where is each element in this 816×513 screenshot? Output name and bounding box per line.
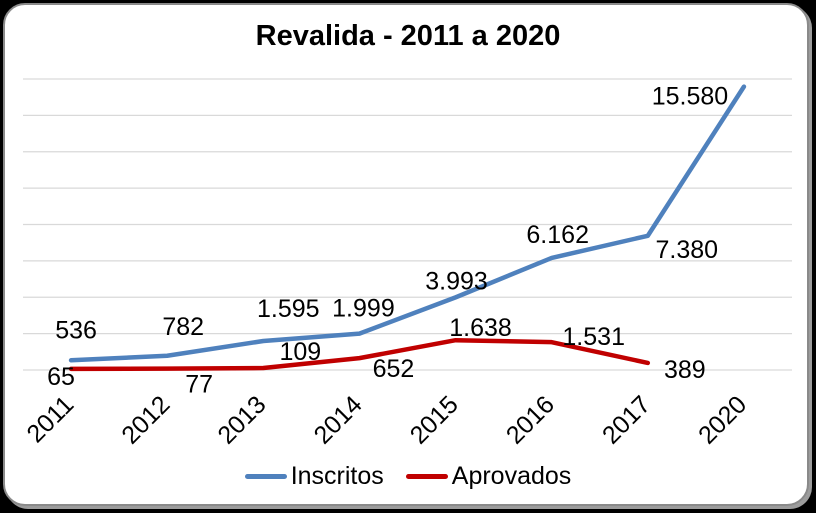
data-label-aprovados: 652 bbox=[373, 355, 415, 383]
data-label-inscritos: 1.595 bbox=[257, 295, 320, 323]
legend: Inscritos Aprovados bbox=[0, 462, 816, 490]
x-axis-label: 2020 bbox=[693, 390, 752, 449]
legend-label-inscritos: Inscritos bbox=[290, 462, 384, 490]
data-label-inscritos: 782 bbox=[162, 313, 204, 341]
x-axis-label: 2011 bbox=[21, 390, 79, 448]
data-label-aprovados: 77 bbox=[185, 371, 213, 399]
legend-item-inscritos: Inscritos bbox=[244, 462, 384, 490]
legend-item-aprovados: Aprovados bbox=[405, 462, 572, 490]
aprovados-line-swatch bbox=[405, 473, 448, 479]
data-label-inscritos: 7.380 bbox=[656, 236, 719, 264]
legend-label-aprovados: Aprovados bbox=[451, 462, 572, 490]
x-axis-label: 2012 bbox=[116, 390, 175, 449]
data-label-inscritos: 1.999 bbox=[332, 295, 395, 323]
chart-title: Revalida - 2011 a 2020 bbox=[255, 20, 561, 52]
chart-frame bbox=[3, 3, 809, 506]
data-label-aprovados: 1.638 bbox=[449, 314, 512, 342]
data-label-inscritos: 6.162 bbox=[526, 221, 589, 249]
x-axis-label: 2014 bbox=[309, 390, 368, 449]
data-label-inscritos: 536 bbox=[55, 316, 97, 344]
data-label-aprovados: 1.531 bbox=[562, 323, 625, 351]
x-axis-label: 2013 bbox=[212, 390, 271, 449]
data-label-inscritos: 15.580 bbox=[652, 83, 728, 111]
data-label-aprovados: 389 bbox=[664, 356, 706, 384]
data-label-aprovados: 109 bbox=[279, 338, 321, 366]
x-axis-label: 2015 bbox=[405, 390, 464, 449]
x-axis-label: 2017 bbox=[597, 390, 656, 449]
data-label-aprovados: 65 bbox=[47, 363, 75, 391]
inscritos-line bbox=[68, 84, 747, 363]
x-axis-label: 2016 bbox=[501, 390, 560, 449]
inscritos-line-swatch bbox=[244, 473, 287, 479]
aprovados-line bbox=[68, 337, 651, 372]
data-label-inscritos: 3.993 bbox=[425, 267, 488, 295]
